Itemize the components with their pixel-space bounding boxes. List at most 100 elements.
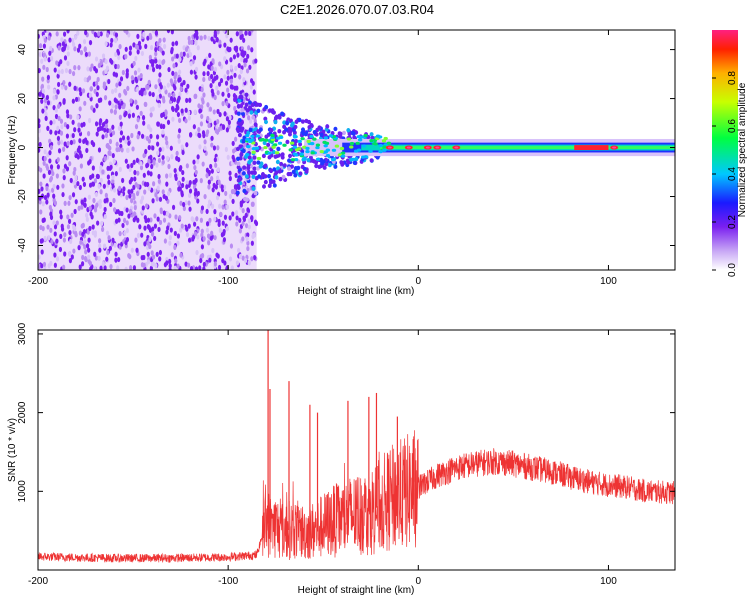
noise-speck [226,154,230,160]
transition-speck [300,127,305,132]
noise-speck [99,189,103,195]
noise-speck [104,41,108,47]
noise-speck [216,108,220,115]
tone-blob [355,141,360,145]
noise-speck [77,205,81,211]
noise-speck [161,154,165,161]
noise-speck [200,113,204,120]
tone-blob [378,150,383,154]
tone-blob [328,134,334,138]
noise-speck [182,45,186,51]
noise-speck [114,87,118,93]
noise-speck [217,218,221,224]
noise-speck [188,188,193,194]
noise-speck [237,62,241,69]
noise-speck [120,147,124,153]
noise-speck [60,68,64,75]
noise-speck [127,140,131,146]
noise-speck [94,191,99,197]
noise-speck [199,257,203,264]
transition-speck [346,128,351,133]
tone-blob [315,143,321,147]
transition-speck [242,165,247,170]
noise-speck [153,235,157,242]
noise-speck [154,30,158,36]
noise-speck [163,238,167,244]
noise-speck [227,119,231,125]
noise-speck [213,216,217,222]
noise-speck [173,244,177,250]
noise-speck [148,243,152,250]
noise-speck [95,202,99,208]
noise-speck [133,205,137,211]
noise-speck [74,34,78,40]
noise-speck [119,121,123,127]
noise-speck [202,261,206,268]
tone-blob [292,145,298,149]
noise-speck [111,174,115,180]
noise-speck [234,172,238,178]
noise-speck [193,191,197,197]
noise-speck [126,135,130,141]
transition-speck [251,174,256,180]
noise-speck [149,154,153,160]
noise-speck [213,209,217,215]
noise-speck [202,236,206,242]
noise-speck [171,204,176,210]
noise-speck [211,247,215,254]
noise-speck [223,111,227,117]
noise-speck [44,115,48,121]
transition-speck [264,104,269,110]
noise-speck [163,262,167,268]
x-tick-label: -200 [28,276,48,287]
noise-speck [97,255,101,261]
colorbar-gradient [712,30,738,270]
noise-speck [140,87,144,93]
noise-speck [38,123,41,129]
noise-speck [142,31,146,37]
noise-speck [62,264,66,270]
transition-speck [276,146,281,152]
noise-speck [84,51,89,58]
noise-speck [63,251,67,257]
noise-speck [127,109,131,115]
noise-speck [196,45,200,51]
noise-speck [60,223,64,229]
transition-speck [261,184,266,189]
transition-speck [277,169,282,174]
noise-speck [118,166,122,172]
transition-speck [242,188,247,194]
noise-speck [125,228,129,234]
tone-blob [315,145,320,150]
tone-blob [274,151,280,155]
noise-speck [177,128,182,134]
noise-speck [56,135,61,142]
noise-speck [134,43,139,50]
transition-speck [236,165,241,170]
noise-speck [57,69,61,75]
noise-speck [60,124,64,130]
noise-speck [197,127,201,133]
noise-speck [196,158,200,165]
noise-speck [187,48,191,54]
noise-speck [151,145,155,151]
noise-speck [207,240,211,246]
noise-speck [145,203,149,209]
noise-speck [109,42,113,48]
transition-speck [235,190,240,195]
transition-speck [298,142,303,147]
noise-speck [202,92,206,98]
tone-blob [258,138,264,142]
noise-speck [196,190,200,197]
noise-speck [69,114,73,120]
noise-speck [57,148,62,154]
noise-speck [184,107,188,113]
hot-spot-core [454,146,459,149]
noise-speck [151,30,156,34]
noise-speck [132,192,136,198]
noise-speck [148,54,152,60]
noise-speck [193,179,197,185]
transition-speck [245,108,250,113]
noise-speck [76,154,80,160]
transition-speck [272,183,277,188]
